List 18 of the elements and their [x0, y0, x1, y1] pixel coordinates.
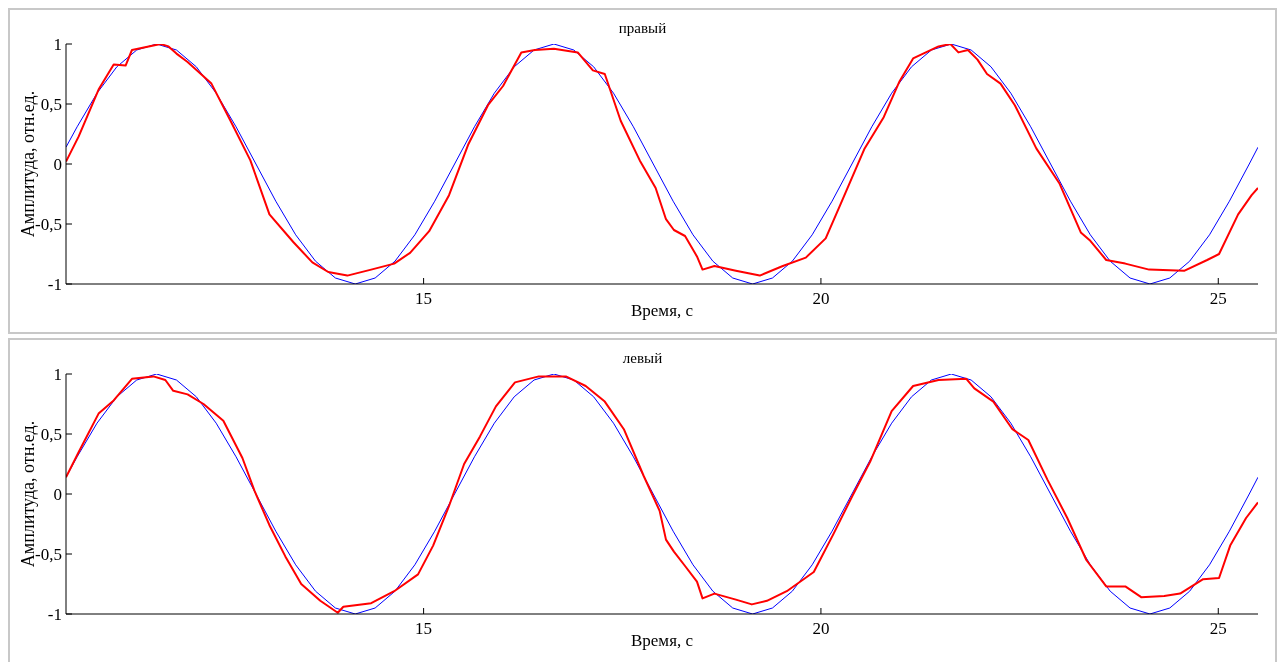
x-tick-label: 20 [812, 619, 830, 639]
x-axis-title: Время, с [630, 301, 694, 320]
y-tick-label: 1 [53, 365, 62, 385]
x-tick-label: 25 [1209, 289, 1227, 309]
y-tick-label: 0 [53, 155, 62, 175]
y-tick-label: -1 [47, 605, 62, 625]
y-tick-label: 0,5 [40, 425, 62, 445]
y-tick-label: 0 [53, 485, 62, 505]
x-tick-label: 25 [1209, 619, 1227, 639]
x-axis-title: Время, с [630, 631, 694, 650]
x-tick-label: 20 [812, 289, 830, 309]
x-tick-label: 15 [415, 289, 433, 309]
y-tick-label: 1 [53, 35, 62, 55]
chart-title: левый [621, 350, 664, 367]
x-tick-label: 15 [415, 619, 433, 639]
chart-title: правый [617, 20, 668, 37]
y-tick-label: -1 [47, 275, 62, 295]
y-tick-label: 0,5 [40, 95, 62, 115]
